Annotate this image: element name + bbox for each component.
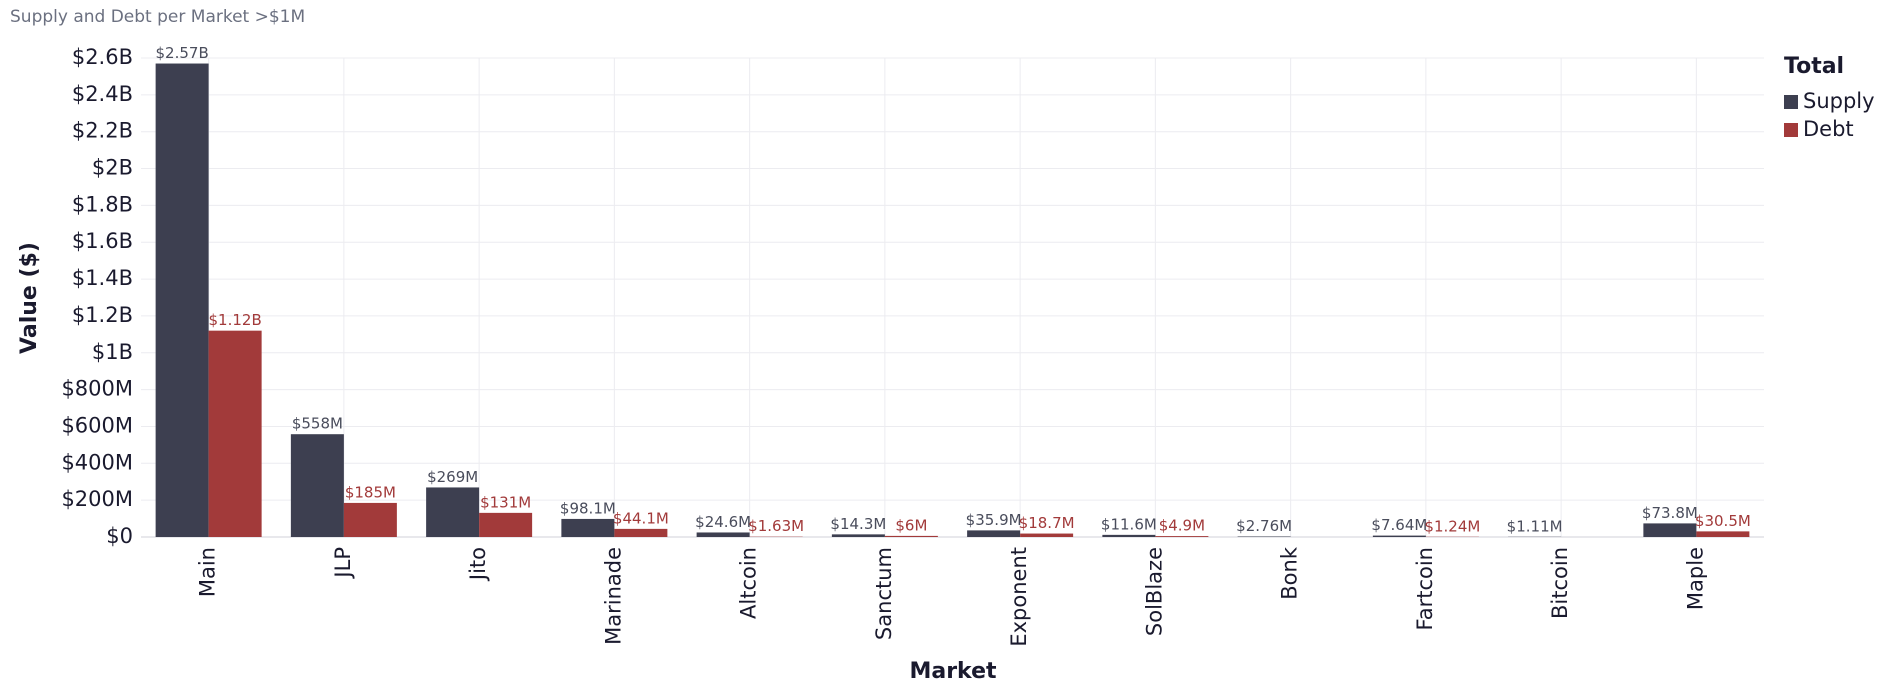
value-label: $11.6M	[1101, 515, 1157, 533]
value-label: $24.6M	[695, 513, 751, 531]
bar	[343, 502, 397, 537]
bar	[155, 63, 209, 538]
value-label: $131M	[480, 493, 531, 511]
bar	[1372, 535, 1426, 537]
value-label: $30.5M	[1695, 512, 1751, 530]
bar	[561, 518, 615, 537]
legend-title: Total	[1784, 54, 1844, 79]
x-tick-label: SolBlaze	[1142, 547, 1166, 636]
bar	[884, 535, 938, 537]
y-tick-label: $1B	[92, 340, 133, 364]
y-tick-label: $0	[106, 524, 133, 548]
bar	[479, 512, 533, 537]
value-label: $98.1M	[560, 499, 616, 517]
x-tick-label: Altcoin	[737, 547, 761, 619]
value-label: $44.1M	[613, 509, 669, 527]
y-tick-label: $2B	[92, 156, 133, 180]
bar	[696, 532, 750, 537]
x-tick-label: Exponent	[1007, 547, 1031, 647]
bar	[1155, 536, 1209, 537]
value-label: $1.24M	[1424, 517, 1480, 535]
x-tick-label: Bonk	[1278, 546, 1302, 600]
bar	[1643, 523, 1697, 537]
y-axis-label: Value ($)	[17, 242, 42, 354]
x-tick-label: Bitcoin	[1548, 547, 1572, 619]
y-tick-label: $400M	[61, 450, 133, 474]
bar	[426, 487, 480, 537]
legend-label: Supply	[1803, 89, 1875, 113]
bar	[614, 528, 668, 537]
x-tick-label: Jito	[466, 547, 490, 582]
y-tick-label: $800M	[61, 377, 133, 401]
y-tick-label: $600M	[61, 413, 133, 437]
y-tick-label: $2.4B	[72, 82, 133, 106]
value-label: $558M	[292, 415, 343, 433]
value-label: $18.7M	[1019, 514, 1075, 532]
value-label: $1.63M	[748, 517, 804, 535]
bar	[208, 330, 262, 537]
value-label: $1.12B	[209, 311, 262, 329]
x-tick-label: Fartcoin	[1413, 547, 1437, 630]
x-axis-label: Market	[909, 659, 997, 684]
x-tick-label: Marinade	[601, 547, 625, 645]
bar	[831, 534, 885, 537]
bar	[1237, 536, 1291, 537]
bar	[1102, 534, 1156, 537]
bar	[1020, 533, 1074, 537]
chart-title: Supply and Debt per Market >$1M	[10, 7, 305, 27]
bar	[967, 530, 1021, 537]
value-label: $14.3M	[830, 515, 886, 533]
y-tick-label: $1.8B	[72, 192, 133, 216]
y-tick-label: $200M	[61, 487, 133, 511]
y-tick-label: $1.2B	[72, 303, 133, 327]
x-tick-label: JLP	[331, 547, 355, 580]
value-label: $2.57B	[156, 44, 209, 62]
legend-swatch	[1784, 95, 1798, 109]
x-tick-label: Main	[196, 547, 220, 597]
y-tick-label: $1.6B	[72, 229, 133, 253]
y-tick-label: $2.2B	[72, 119, 133, 143]
legend-swatch	[1784, 123, 1798, 137]
value-label: $2.76M	[1236, 517, 1292, 535]
bar	[1696, 531, 1750, 537]
value-label: $73.8M	[1642, 504, 1698, 522]
x-tick-label: Sanctum	[872, 547, 896, 640]
value-label: $4.9M	[1159, 517, 1205, 535]
y-tick-label: $1.4B	[72, 266, 133, 290]
value-label: $35.9M	[966, 511, 1022, 529]
value-label: $6M	[895, 516, 927, 534]
value-label: $1.11M	[1507, 517, 1563, 535]
value-label: $185M	[345, 483, 396, 501]
x-tick-label: Maple	[1683, 547, 1707, 610]
y-tick-label: $2.6B	[72, 45, 133, 69]
legend-label: Debt	[1803, 117, 1854, 141]
value-label: $7.64M	[1371, 516, 1427, 534]
value-label: $269M	[427, 468, 478, 486]
bar	[290, 434, 344, 537]
